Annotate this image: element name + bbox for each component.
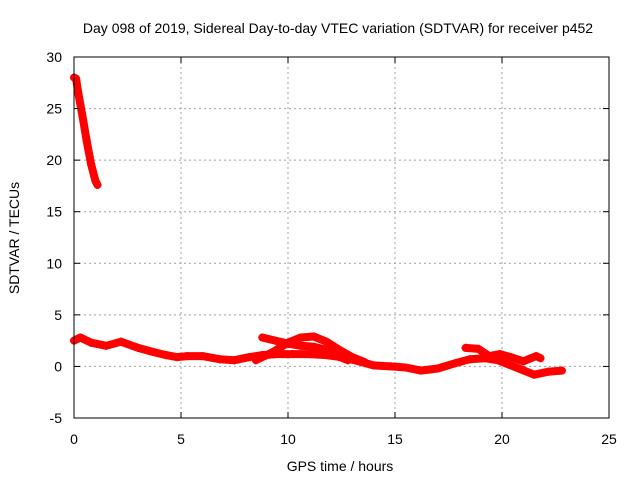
data-point bbox=[245, 353, 254, 362]
x-tick-label: 15 bbox=[387, 431, 403, 447]
y-tick-label: 0 bbox=[54, 358, 62, 374]
data-point bbox=[296, 341, 305, 350]
data-point bbox=[536, 354, 545, 363]
y-tick-label: 15 bbox=[46, 204, 62, 220]
data-point bbox=[450, 359, 459, 368]
data-point bbox=[78, 112, 87, 121]
data-point bbox=[288, 350, 297, 359]
x-tick-label: 10 bbox=[280, 431, 296, 447]
data-point bbox=[251, 356, 260, 365]
series-layer bbox=[70, 73, 566, 379]
data-point bbox=[322, 337, 331, 346]
data-point bbox=[545, 367, 554, 376]
y-tick-label: 20 bbox=[46, 152, 62, 168]
data-point bbox=[134, 343, 143, 352]
frame-layer bbox=[73, 56, 610, 419]
data-point bbox=[369, 361, 378, 370]
data-point bbox=[474, 344, 483, 353]
data-point bbox=[335, 345, 344, 354]
data-point bbox=[305, 350, 314, 359]
data-point bbox=[72, 74, 81, 83]
series-early-steep-segment bbox=[70, 73, 102, 189]
x-tick-label: 5 bbox=[177, 431, 185, 447]
y-axis-label: SDTVAR / TECUs bbox=[6, 182, 22, 294]
data-point bbox=[309, 332, 318, 341]
data-point bbox=[258, 333, 267, 342]
data-point bbox=[172, 353, 181, 362]
data-point bbox=[506, 353, 515, 362]
data-point bbox=[461, 343, 470, 352]
data-point bbox=[76, 333, 85, 342]
data-point bbox=[82, 137, 91, 146]
data-point bbox=[495, 350, 504, 359]
y-tick-label: -5 bbox=[50, 410, 63, 426]
y-tick-label: 10 bbox=[46, 255, 62, 271]
data-point bbox=[149, 347, 158, 356]
data-point bbox=[401, 363, 410, 372]
data-point bbox=[557, 366, 566, 375]
data-point bbox=[333, 352, 342, 361]
y-tick-labels: -5 0 5 10 15 20 25 30 bbox=[46, 49, 62, 426]
data-point bbox=[348, 353, 357, 362]
series-late-arc bbox=[461, 343, 545, 366]
series-overlapping-arc-b bbox=[251, 332, 370, 367]
x-tick-label: 20 bbox=[494, 431, 510, 447]
data-point bbox=[117, 337, 126, 346]
data-point bbox=[530, 370, 539, 379]
data-point bbox=[102, 341, 111, 350]
data-point bbox=[517, 365, 526, 374]
data-point bbox=[183, 352, 192, 361]
data-point bbox=[485, 352, 494, 361]
y-tick-label: 25 bbox=[46, 101, 62, 117]
data-point bbox=[271, 336, 280, 345]
data-point bbox=[93, 180, 102, 189]
y-tick-label: 30 bbox=[46, 49, 62, 65]
data-point bbox=[91, 176, 100, 185]
y-tick-label: 5 bbox=[54, 307, 62, 323]
data-point bbox=[87, 338, 96, 347]
data-point bbox=[532, 352, 541, 361]
data-point bbox=[215, 355, 224, 364]
data-point bbox=[74, 89, 83, 98]
plot-frame bbox=[73, 56, 610, 419]
data-point bbox=[465, 355, 474, 364]
x-tick-labels: 0 5 10 15 20 25 bbox=[70, 431, 617, 447]
x-tick-label: 0 bbox=[70, 431, 78, 447]
data-point bbox=[504, 360, 513, 369]
x-tick-label: 25 bbox=[601, 431, 617, 447]
data-point bbox=[269, 347, 278, 356]
data-point bbox=[296, 333, 305, 342]
data-point bbox=[386, 362, 395, 371]
chart-title: Day 098 of 2019, Sidereal Day-to-day VTE… bbox=[83, 20, 593, 36]
data-point bbox=[230, 356, 239, 365]
data-point bbox=[309, 342, 318, 351]
data-point bbox=[519, 357, 528, 366]
data-point bbox=[198, 352, 207, 361]
data-point bbox=[433, 364, 442, 373]
data-point bbox=[361, 358, 370, 367]
data-point bbox=[322, 345, 331, 354]
data-point bbox=[162, 351, 171, 360]
data-point bbox=[87, 160, 96, 169]
x-axis-label: GPS time / hours bbox=[287, 458, 394, 474]
data-point bbox=[284, 338, 292, 347]
data-point bbox=[416, 366, 425, 375]
